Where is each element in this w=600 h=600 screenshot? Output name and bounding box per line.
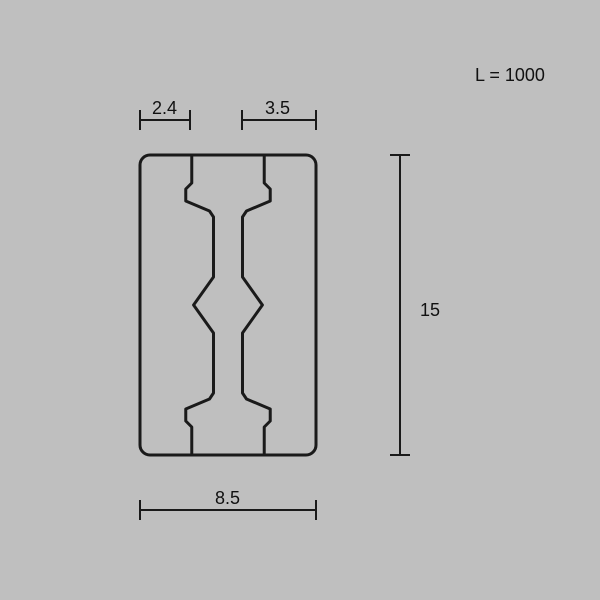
dim-right-label: 15 — [420, 300, 440, 321]
profile-outline — [140, 155, 316, 455]
dim-top-left-label: 2.4 — [152, 98, 177, 119]
dim-bottom-label: 8.5 — [215, 488, 240, 509]
dimension-lines — [140, 110, 410, 520]
technical-drawing — [0, 0, 600, 600]
length-label: L = 1000 — [475, 65, 545, 86]
dim-top-right-label: 3.5 — [265, 98, 290, 119]
